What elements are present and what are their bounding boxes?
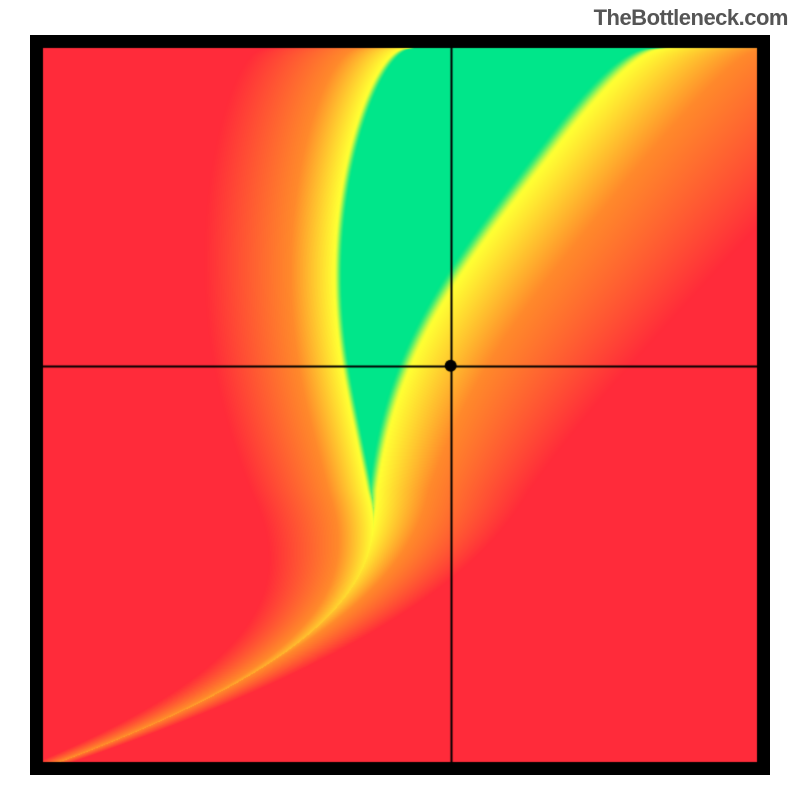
chart-container: TheBottleneck.com [0,0,800,800]
plot-area [30,35,770,775]
attribution-text: TheBottleneck.com [594,5,788,31]
heatmap-canvas [30,35,770,775]
